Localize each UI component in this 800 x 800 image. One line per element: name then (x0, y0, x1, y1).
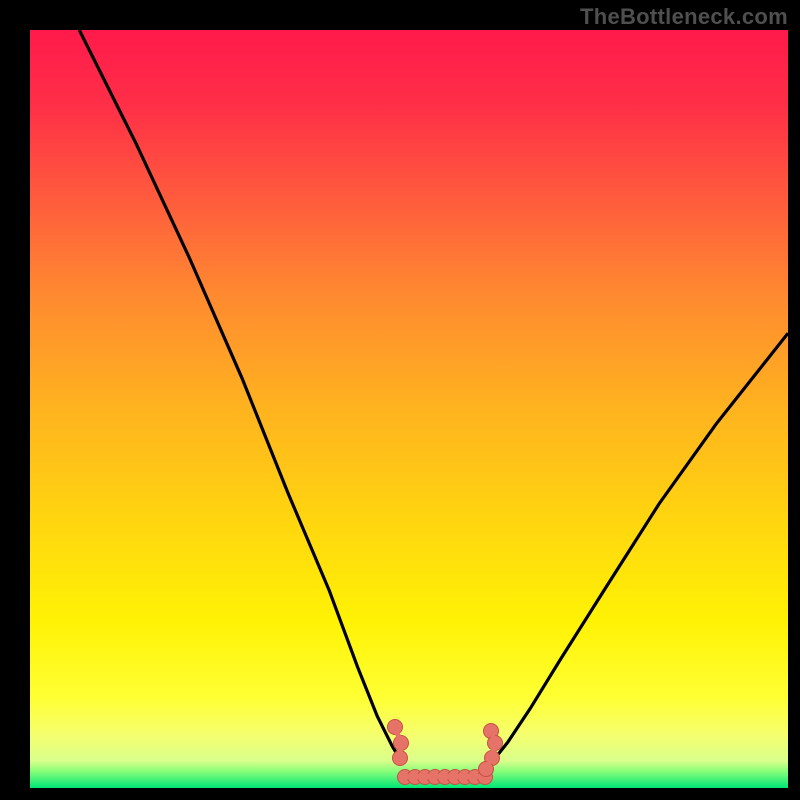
marker-connector (415, 774, 425, 779)
marker-connector (445, 774, 455, 779)
plot-area (30, 30, 788, 788)
watermark-text: TheBottleneck.com (580, 4, 788, 30)
marker-connector (425, 774, 435, 779)
marker-connector (465, 774, 475, 779)
markers-layer (30, 30, 788, 788)
marker-connector (435, 774, 445, 779)
marker-connector (455, 774, 465, 779)
marker-connector (405, 774, 415, 779)
